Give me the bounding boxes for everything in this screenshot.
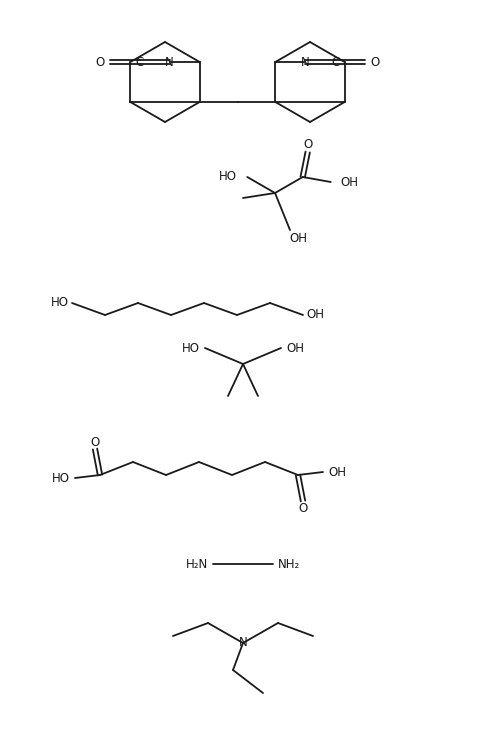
Text: O: O	[299, 502, 308, 515]
Text: N: N	[239, 637, 247, 650]
Text: C: C	[135, 55, 144, 69]
Text: OH: OH	[328, 466, 346, 478]
Text: OH: OH	[306, 309, 324, 321]
Text: OH: OH	[341, 175, 359, 188]
Text: OH: OH	[286, 342, 304, 355]
Text: O: O	[91, 436, 100, 448]
Text: O: O	[95, 55, 105, 69]
Text: H₂N: H₂N	[186, 558, 208, 571]
Text: HO: HO	[52, 472, 70, 485]
Text: HO: HO	[219, 171, 237, 183]
Text: C: C	[331, 55, 339, 69]
Text: NH₂: NH₂	[278, 558, 300, 571]
Text: O: O	[370, 55, 379, 69]
Text: HO: HO	[182, 342, 200, 355]
Text: HO: HO	[51, 296, 69, 310]
Text: O: O	[303, 139, 312, 152]
Text: N: N	[165, 55, 174, 69]
Text: OH: OH	[289, 231, 307, 245]
Text: N: N	[301, 55, 310, 69]
